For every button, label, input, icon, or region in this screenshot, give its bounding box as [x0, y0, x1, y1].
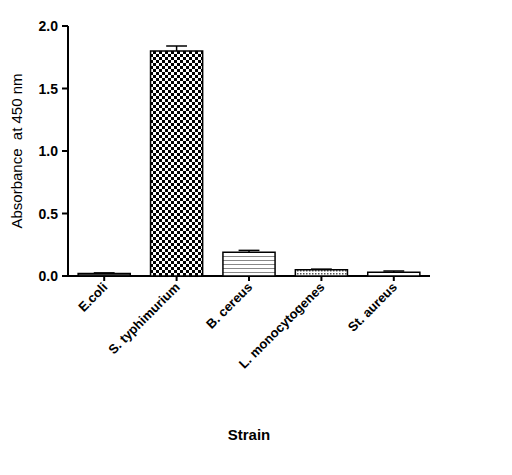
x-tick — [103, 276, 105, 281]
y-tick — [62, 150, 68, 152]
error-cap — [166, 45, 187, 47]
bar — [151, 51, 203, 276]
x-tick-label: L. monocytogenes — [236, 280, 328, 372]
x-tick — [393, 276, 395, 281]
x-tick-label: E.coli — [75, 280, 110, 315]
y-axis-label: Absorbance at 450 nm — [8, 73, 25, 228]
error-bar — [239, 250, 260, 252]
y-tick-label: 0.0 — [39, 268, 59, 284]
x-tick — [320, 276, 322, 281]
y-tick-label: 2.0 — [39, 18, 59, 34]
y-tick — [62, 275, 68, 277]
error-bar — [94, 272, 115, 274]
error-cap — [239, 250, 260, 252]
error-bar — [383, 271, 404, 272]
error-bar — [311, 269, 332, 271]
x-axis-label: Strain — [228, 426, 271, 443]
bars — [78, 46, 420, 276]
bar — [368, 272, 420, 276]
bar — [223, 252, 275, 276]
y-tick — [62, 213, 68, 215]
y-tick-label: 1.5 — [39, 81, 59, 97]
y-tick-label: 1.0 — [39, 143, 59, 159]
x-tick-label: B. cereus — [203, 280, 255, 332]
x-tick — [176, 276, 178, 281]
x-tick-label: S. typhimurium — [105, 280, 183, 358]
chart: 0.0 0.5 1.0 1.5 2.0 E.coliS. typhimurium B. ce… — [0, 0, 512, 475]
error-cap — [311, 268, 332, 270]
x-tick-label: St. aureus — [345, 280, 400, 335]
error-cap — [383, 270, 404, 272]
x-tick — [248, 276, 250, 281]
error-cap — [94, 272, 115, 274]
bar — [78, 274, 130, 277]
y-tick-label: 0.5 — [39, 206, 59, 222]
y-tick — [62, 25, 68, 27]
bar — [295, 270, 347, 276]
y-tick — [62, 88, 68, 90]
error-bar — [166, 46, 187, 51]
